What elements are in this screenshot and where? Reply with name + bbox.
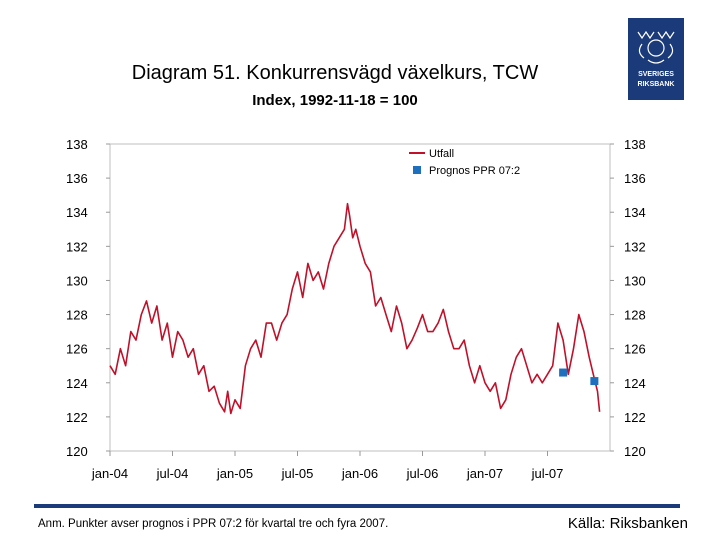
chart-title: Diagram 51. Konkurrensvägd växelkurs, TC… — [131, 62, 539, 84]
forecast-point — [559, 368, 568, 377]
plot-frame — [109, 143, 611, 452]
y-tick-label-right: 132 — [624, 239, 646, 254]
y-tick-label-left: 120 — [66, 444, 88, 459]
y-tick-label-right: 122 — [624, 410, 646, 425]
x-tick-label: jul-07 — [531, 466, 564, 481]
x-tick-label: jan-04 — [91, 466, 128, 481]
legend-label-prognos: Prognos PPR 07:2 — [429, 165, 520, 177]
y-tick-label-left: 134 — [66, 205, 88, 220]
y-tick-label-left: 122 — [66, 410, 88, 425]
y-tick-label-left: 136 — [66, 171, 88, 186]
y-tick-label-left: 130 — [66, 273, 88, 288]
x-tick-label: jul-06 — [406, 466, 439, 481]
svg-text:SVERIGES: SVERIGES — [638, 71, 674, 78]
legend-label-utfall: Utfall — [429, 148, 454, 160]
legend-swatch-prognos — [413, 166, 421, 174]
y-tick-label-left: 128 — [66, 308, 88, 323]
x-tick-label: jan-06 — [341, 466, 378, 481]
x-tick-label: jan-05 — [216, 466, 253, 481]
y-tick-label-left: 132 — [66, 239, 88, 254]
x-tick-label: jul-05 — [281, 466, 314, 481]
x-tick-label: jan-07 — [466, 466, 503, 481]
riksbank-logo: SVERIGES RIKSBANK — [628, 18, 684, 100]
y-tick-label-right: 126 — [624, 342, 646, 357]
y-tick-label-left: 138 — [66, 137, 88, 152]
y-tick-label-left: 124 — [66, 376, 88, 391]
forecast-point — [590, 377, 599, 386]
footnote: Anm. Punkter avser prognos i PPR 07:2 fö… — [38, 518, 389, 530]
y-tick-label-right: 128 — [624, 308, 646, 323]
y-tick-label-right: 130 — [624, 273, 646, 288]
y-tick-label-right: 138 — [624, 137, 646, 152]
y-tick-label-right: 124 — [624, 376, 646, 391]
footer-rule — [34, 504, 680, 508]
x-tick-label: jul-04 — [156, 466, 189, 481]
y-tick-label-left: 126 — [66, 342, 88, 357]
chart-subtitle: Index, 1992-11-18 = 100 — [252, 92, 418, 109]
svg-text:RIKSBANK: RIKSBANK — [638, 81, 675, 88]
y-tick-label-right: 120 — [624, 444, 646, 459]
y-tick-label-right: 134 — [624, 205, 646, 220]
source-note: Källa: Riksbanken — [567, 515, 688, 532]
y-tick-label-right: 136 — [624, 171, 646, 186]
series-line-utfall — [109, 202, 601, 415]
